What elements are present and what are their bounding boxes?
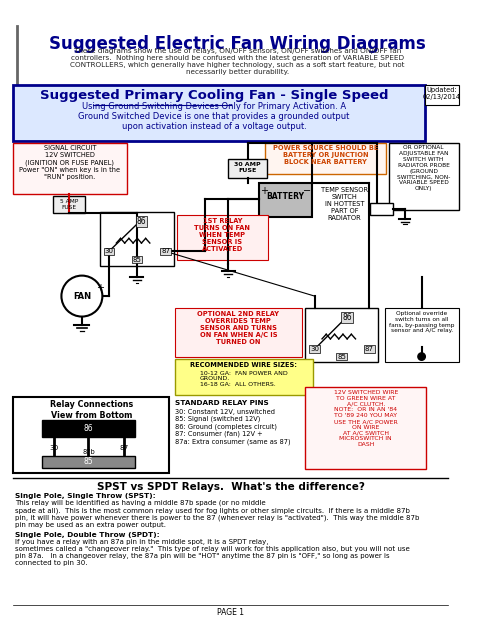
Text: 86: 86 [84,424,93,433]
Bar [177,215,268,260]
Text: −: − [303,186,311,196]
Text: If you have a relay with an 87a pin in the middle spot, it is a SPDT relay,
some: If you have a relay with an 87a pin in t… [15,539,410,566]
Bar [389,143,459,209]
Text: 30: 30 [310,346,319,352]
Bar [13,143,127,194]
Text: These diagrams show the use of relays, ON/OFF sensors, ON/OFF switches and ON/OF: These diagrams show the use of relays, O… [70,47,404,75]
Text: Suggested Electric Fan Wiring Diagrams: Suggested Electric Fan Wiring Diagrams [49,35,426,52]
Text: 5 AMP
FUSE: 5 AMP FUSE [60,199,78,210]
Text: Using Ground Switching Devices Only for Primary Activation. A: Using Ground Switching Devices Only for … [82,102,346,111]
Text: 12V SWITCHED WIRE
TO GREEN WIRE AT
A/C CLUTCH.
NOTE:  OR IN AN '84
TO '89 240 YO: 12V SWITCHED WIRE TO GREEN WIRE AT A/C C… [334,390,398,447]
Circle shape [418,353,425,360]
Text: +: + [97,283,104,292]
Text: POWER SOURCE SHOULD BE
BATTERY OR JUNCTION
BLOCK NEAR BATTERY: POWER SOURCE SHOULD BE BATTERY OR JUNCTI… [273,145,379,165]
Text: Single Pole, Double Throw (SPDT):: Single Pole, Double Throw (SPDT): [15,532,159,538]
Text: Relay Connections
View from Bottom
SPST Type: Relay Connections View from Bottom SPST … [50,401,133,430]
Bar [42,420,135,436]
Text: 85: 85 [337,353,346,360]
Text: SPST vs SPDT Relays.  What's the difference?: SPST vs SPDT Relays. What's the differen… [97,482,365,492]
Bar [370,203,393,215]
Bar [13,397,169,473]
Text: Ground Switched Device is one that provides a grounded output: Ground Switched Device is one that provi… [78,112,350,121]
Text: 1ST RELAY
TURNS ON FAN
WHEN TEMP
SENSOR IS
ACTIVATED: 1ST RELAY TURNS ON FAN WHEN TEMP SENSOR … [195,218,250,252]
Bar [265,143,386,174]
Text: This relay will be identified as having a middle 87b spade (or no middle
spade a: This relay will be identified as having … [15,500,419,529]
Bar [305,387,426,469]
Text: 10-12 GA:  FAN POWER AND
GROUND.
16-18 GA:  ALL OTHERS.: 10-12 GA: FAN POWER AND GROUND. 16-18 GA… [200,371,288,387]
Bar [305,308,378,362]
Text: upon activation instead of a voltage output.: upon activation instead of a voltage out… [122,122,306,131]
Text: FAN: FAN [73,292,91,301]
Circle shape [61,276,102,317]
Text: 87b: 87b [82,449,95,454]
Bar [425,85,459,106]
Text: 87: 87 [365,346,374,352]
Text: +: + [260,186,268,196]
Text: 85: 85 [132,257,141,263]
Text: 86: 86 [343,313,352,322]
Text: 30: 30 [104,248,113,255]
Text: 30: 30 [50,445,58,451]
Text: SIGNAL CIRCUIT
12V SWITCHED
(IGNITION OR FUSE PANEL)
Power "ON" when key is in t: SIGNAL CIRCUIT 12V SWITCHED (IGNITION OR… [19,145,120,180]
Bar [175,360,313,395]
Text: Optional override
switch turns on all
fans, by-passing temp
sensor and A/C relay: Optional override switch turns on all fa… [389,311,454,333]
Bar [13,85,425,141]
Text: OPTIONAL 2ND RELAY
OVERRIDES TEMP
SENSOR AND TURNS
ON FAN WHEN A/C IS
TURNED ON: OPTIONAL 2ND RELAY OVERRIDES TEMP SENSOR… [197,311,279,345]
Bar [228,159,267,178]
Text: Updated:
02/13/2014: Updated: 02/13/2014 [423,86,461,100]
Text: STANDARD RELAY PINS: STANDARD RELAY PINS [175,401,269,406]
Bar [99,212,174,266]
Text: PAGE 1: PAGE 1 [217,608,245,617]
Text: OR OPTIONAL
ADJUSTABLE FAN
SWITCH WITH
RADIATOR PROBE
(GROUND
SWITCHING, NON-
VA: OR OPTIONAL ADJUSTABLE FAN SWITCH WITH R… [397,145,450,191]
Text: TEMP SENSOR
SWITCH
IN HOTTEST
PART OF
RADIATOR: TEMP SENSOR SWITCH IN HOTTEST PART OF RA… [321,187,368,221]
Text: 87: 87 [119,445,128,451]
Text: Suggested Primary Cooling Fan - Single Speed: Suggested Primary Cooling Fan - Single S… [40,88,388,102]
Text: 85: 85 [84,457,93,467]
Bar [175,308,301,356]
Bar [259,182,312,217]
Text: RECOMMENDED WIRE SIZES:: RECOMMENDED WIRE SIZES: [191,362,297,368]
Text: Single Pole, Single Throw (SPST):: Single Pole, Single Throw (SPST): [15,493,155,499]
Text: 87: 87 [161,248,170,255]
Text: 30 AMP
FUSE: 30 AMP FUSE [234,162,261,173]
Text: 30: Constant 12V, unswitched
85: Signal (switched 12V)
86: Ground (completes cir: 30: Constant 12V, unswitched 85: Signal … [175,409,291,445]
Text: BATTERY: BATTERY [267,192,305,201]
Text: 86: 86 [137,217,147,226]
Bar [385,308,459,362]
Bar [53,196,85,213]
Bar [42,456,135,468]
